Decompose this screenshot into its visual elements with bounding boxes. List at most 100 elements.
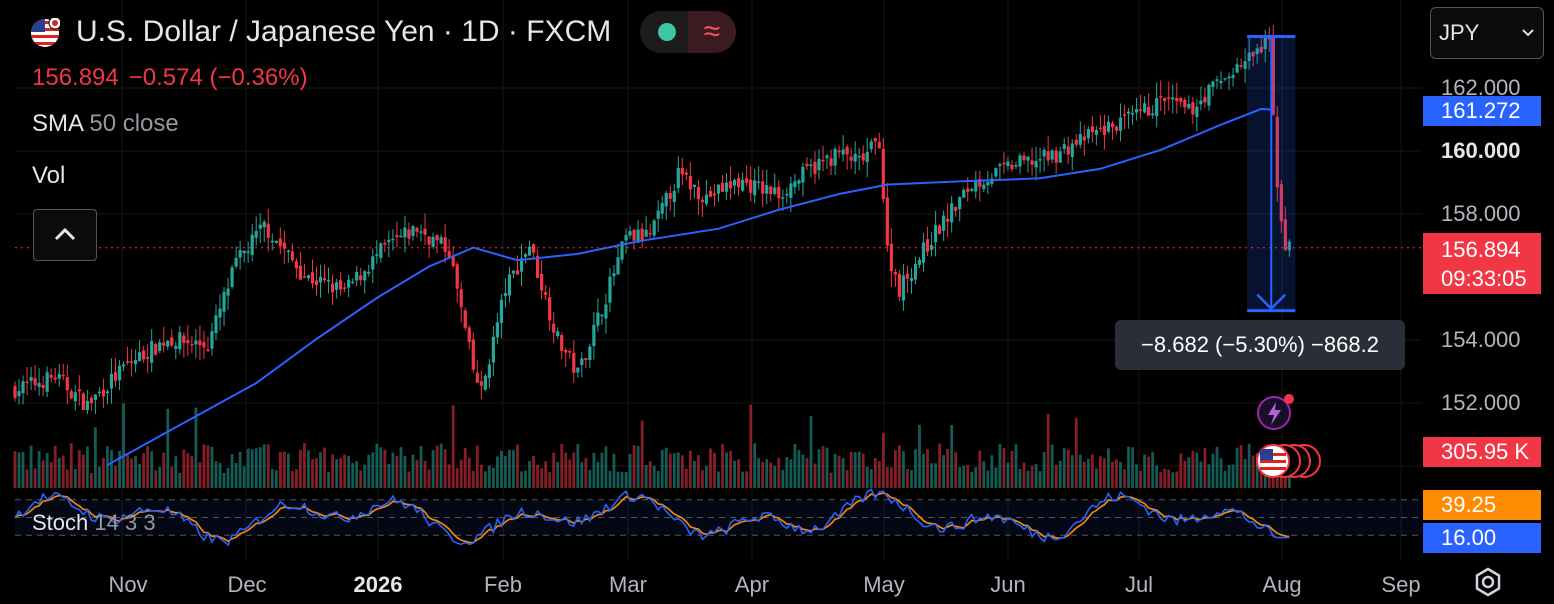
volume-bar <box>616 471 620 488</box>
economic-events-icon[interactable] <box>1254 440 1326 487</box>
candle-body <box>660 202 664 214</box>
candle-body <box>604 304 608 319</box>
candle-body <box>769 186 773 195</box>
volume-bar <box>403 455 407 488</box>
volume-bar <box>299 449 302 488</box>
candle-body <box>379 243 383 258</box>
measure-tool <box>1247 34 1296 313</box>
volume-bar <box>431 450 435 488</box>
stoch-d-tag: 16.00 <box>1423 523 1541 553</box>
candle-body <box>427 236 431 245</box>
lightning-event-icon[interactable] <box>1256 393 1296 438</box>
candle-body <box>789 183 793 198</box>
us-flag-icon <box>30 16 62 48</box>
volume-bar <box>857 451 861 488</box>
volume-bar <box>154 470 158 488</box>
volume-bar <box>37 451 41 488</box>
candle-body <box>254 231 258 238</box>
candle-body <box>933 225 938 243</box>
volume-bar <box>1062 448 1066 488</box>
candle-body <box>954 207 958 211</box>
volume-bar <box>266 444 270 488</box>
candle-body <box>1271 36 1275 115</box>
candle-body <box>343 287 347 289</box>
currency-select[interactable]: JPY <box>1430 7 1544 59</box>
volume-bar <box>41 460 45 488</box>
candle-body <box>684 172 688 175</box>
volume-bar <box>327 471 330 488</box>
stoch-panel <box>14 488 1422 547</box>
candle-body <box>246 251 250 254</box>
volume-bar <box>383 449 387 488</box>
stoch-legend[interactable]: Stoch 14 3 3 <box>32 510 156 536</box>
candle-body <box>1287 241 1291 251</box>
volume-bar <box>805 458 809 488</box>
volume-bar <box>49 462 53 488</box>
volume-bar <box>592 452 596 488</box>
market-status-pill[interactable]: ≈ <box>640 11 736 53</box>
candle-body <box>761 181 765 194</box>
volume-bar <box>697 455 700 488</box>
volume-bar <box>1070 455 1074 488</box>
candle-body <box>737 178 741 188</box>
candle-body <box>664 192 668 207</box>
candle-body <box>540 274 544 291</box>
candle-body <box>479 381 483 386</box>
candle-body <box>1006 161 1010 167</box>
vol-legend[interactable]: Vol <box>32 162 66 189</box>
candle-body <box>584 358 588 360</box>
volume-bar <box>25 469 29 488</box>
candle-body <box>1082 136 1086 141</box>
settings-icon[interactable] <box>1472 566 1504 603</box>
volume-bar <box>254 448 258 488</box>
sma-legend[interactable]: SMA 50 close <box>32 110 179 138</box>
candle-body <box>1042 149 1046 157</box>
volume-bar <box>837 455 841 488</box>
candle-body <box>905 273 910 279</box>
candle-body <box>946 218 950 222</box>
volume-bar <box>769 462 773 488</box>
volume-bar <box>1002 448 1006 488</box>
candle-body <box>45 372 49 392</box>
volume-bar <box>841 458 845 488</box>
volume-bar <box>761 461 765 488</box>
volume-bar <box>475 445 479 488</box>
candle-body <box>218 308 222 318</box>
candle-body <box>306 275 311 279</box>
candle-body <box>929 245 934 250</box>
volume-bar <box>150 451 154 488</box>
volume-bar <box>246 448 250 488</box>
volume-bar <box>845 469 849 488</box>
candle-body <box>592 324 596 347</box>
volume-bar <box>487 465 491 488</box>
volume-bar <box>423 460 427 488</box>
candle-body <box>475 372 479 383</box>
candle-body <box>487 364 491 378</box>
volume-bar <box>106 446 109 488</box>
candle-body <box>688 175 692 190</box>
time-tick-label: Jun <box>990 572 1025 597</box>
volume-bar <box>303 443 306 488</box>
volume-bar <box>833 453 837 488</box>
price-tick-label: 160.000 <box>1441 138 1521 163</box>
candle-body <box>716 184 721 194</box>
collapse-legend-button[interactable] <box>33 209 97 261</box>
stoch-k-line <box>14 488 1290 547</box>
candle-body <box>889 243 893 272</box>
candle-body <box>1070 143 1074 158</box>
volume-bar <box>564 452 568 488</box>
candle-body <box>893 272 897 275</box>
symbol-title[interactable]: U.S. Dollar / Japanese Yen · 1D · FXCM <box>76 15 612 48</box>
candle-body <box>1014 165 1018 167</box>
volume-bar <box>765 459 769 488</box>
volume-bar <box>407 471 411 488</box>
candle-body <box>443 237 447 252</box>
volume-bar <box>1231 464 1235 488</box>
volume-bar <box>934 463 937 488</box>
volume-bar <box>668 453 672 488</box>
volume-bar <box>918 424 921 488</box>
candle-body <box>1267 38 1271 40</box>
volume-bar <box>849 451 853 488</box>
candle-body <box>652 220 656 236</box>
